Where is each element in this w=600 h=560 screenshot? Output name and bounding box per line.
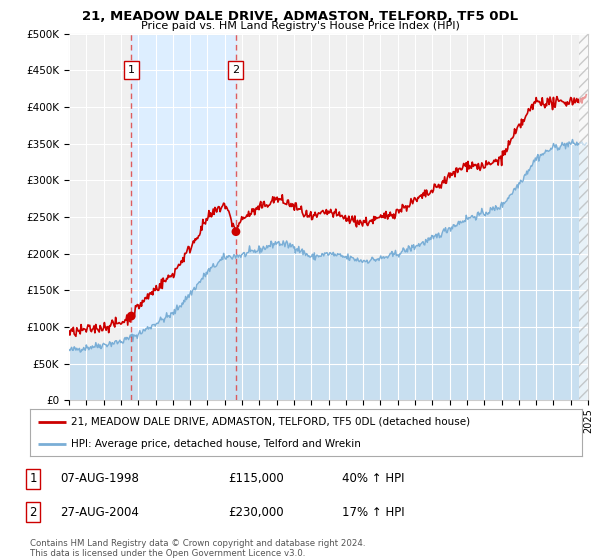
Bar: [580, 34, 588, 400]
Text: 2: 2: [29, 506, 37, 519]
Text: 17% ↑ HPI: 17% ↑ HPI: [342, 506, 404, 519]
Text: £230,000: £230,000: [228, 506, 284, 519]
Bar: [580, 34, 588, 400]
Text: 2: 2: [232, 66, 239, 75]
Text: Price paid vs. HM Land Registry's House Price Index (HPI): Price paid vs. HM Land Registry's House …: [140, 21, 460, 31]
Text: 21, MEADOW DALE DRIVE, ADMASTON, TELFORD, TF5 0DL: 21, MEADOW DALE DRIVE, ADMASTON, TELFORD…: [82, 10, 518, 23]
Text: 1: 1: [128, 66, 135, 75]
Point: [127, 311, 136, 320]
Text: Contains HM Land Registry data © Crown copyright and database right 2024.: Contains HM Land Registry data © Crown c…: [30, 539, 365, 548]
Point: [231, 227, 241, 236]
Bar: [131, 34, 236, 400]
Text: 21, MEADOW DALE DRIVE, ADMASTON, TELFORD, TF5 0DL (detached house): 21, MEADOW DALE DRIVE, ADMASTON, TELFORD…: [71, 417, 470, 427]
Text: 1: 1: [29, 472, 37, 486]
Text: 27-AUG-2004: 27-AUG-2004: [60, 506, 139, 519]
Text: 40% ↑ HPI: 40% ↑ HPI: [342, 472, 404, 486]
Text: HPI: Average price, detached house, Telford and Wrekin: HPI: Average price, detached house, Telf…: [71, 438, 361, 449]
Text: This data is licensed under the Open Government Licence v3.0.: This data is licensed under the Open Gov…: [30, 549, 305, 558]
Text: 07-AUG-1998: 07-AUG-1998: [60, 472, 139, 486]
Text: £115,000: £115,000: [228, 472, 284, 486]
